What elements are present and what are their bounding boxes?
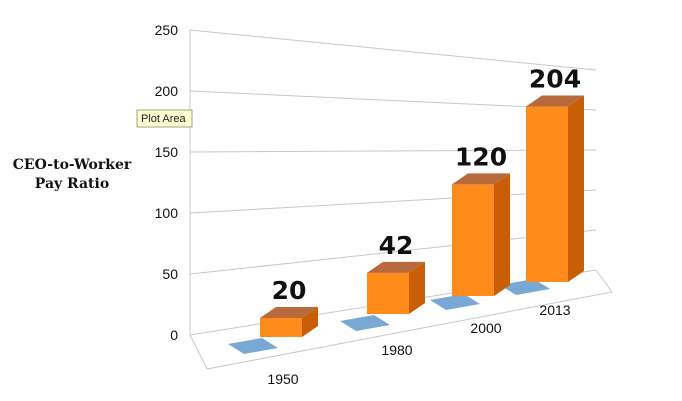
plot-area-tooltip: Plot Area	[136, 109, 193, 128]
bar-1980	[367, 261, 425, 314]
bar-series1-2013	[500, 279, 550, 295]
bar-1950	[260, 307, 318, 337]
y-tick-label: 200	[155, 83, 179, 99]
bar-side-face	[494, 173, 510, 296]
x-category-label: 2013	[539, 302, 570, 318]
data-label-2000: 120	[455, 142, 507, 171]
x-axis-categories: 1950 1980 2000 2013	[267, 302, 570, 387]
bar-series1-1980	[340, 315, 390, 331]
chart-floor	[228, 279, 550, 354]
y-tick-label: 100	[155, 205, 179, 221]
bar-top-face	[260, 307, 318, 318]
bar-side-face	[409, 261, 425, 314]
y-axis-label-line-2: Pay Ratio	[35, 176, 109, 192]
bar-side-face	[568, 95, 584, 282]
bar-top-face	[526, 95, 584, 107]
x-category-label: 2000	[470, 320, 501, 336]
bar-series1-2000	[430, 294, 480, 310]
gridline	[189, 29, 597, 71]
y-tick-label: 0	[170, 327, 178, 343]
y-axis-label-line-1: CEO-to-Worker	[13, 157, 132, 173]
bar-series1-1950	[228, 338, 278, 354]
bar-front-face	[452, 184, 494, 296]
y-tick-label: 250	[155, 22, 179, 38]
y-tick-label: 50	[162, 266, 178, 282]
x-category-label: 1950	[267, 371, 298, 387]
floor-front-edge	[206, 291, 613, 370]
bar-top-face	[367, 261, 425, 273]
bar-2013	[526, 95, 584, 282]
data-label-1950: 20	[272, 276, 307, 305]
floor-side-edge	[189, 334, 208, 370]
data-label-2013: 204	[529, 65, 581, 94]
tooltip-text: Plot Area	[141, 113, 187, 125]
bar-2000	[452, 173, 510, 296]
data-labels: 20 42 120 204	[272, 65, 581, 305]
bar-front-face	[367, 272, 409, 314]
y-tick-label: 150	[155, 144, 179, 160]
chart-gridlines	[189, 29, 613, 370]
data-label-1980: 42	[379, 231, 414, 260]
y-axis-ticks: 0 50 100 150 200 250	[155, 22, 179, 343]
floor-right-edge	[595, 269, 613, 293]
bar-front-face	[260, 318, 302, 337]
chart-bars	[260, 95, 584, 337]
bar-top-face	[452, 173, 510, 185]
bar-front-face	[526, 106, 568, 282]
tooltip-box	[136, 109, 193, 128]
bar-side-face	[302, 307, 318, 337]
x-category-label: 1980	[381, 342, 412, 358]
